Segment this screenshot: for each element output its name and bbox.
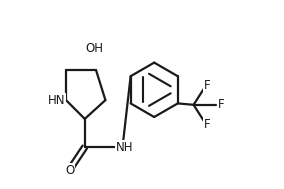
Text: HN: HN — [48, 94, 65, 107]
Text: NH: NH — [116, 141, 133, 153]
Text: OH: OH — [85, 42, 103, 55]
Text: F: F — [218, 98, 225, 111]
Text: O: O — [65, 164, 74, 177]
Text: F: F — [203, 118, 210, 131]
Text: F: F — [203, 79, 210, 92]
